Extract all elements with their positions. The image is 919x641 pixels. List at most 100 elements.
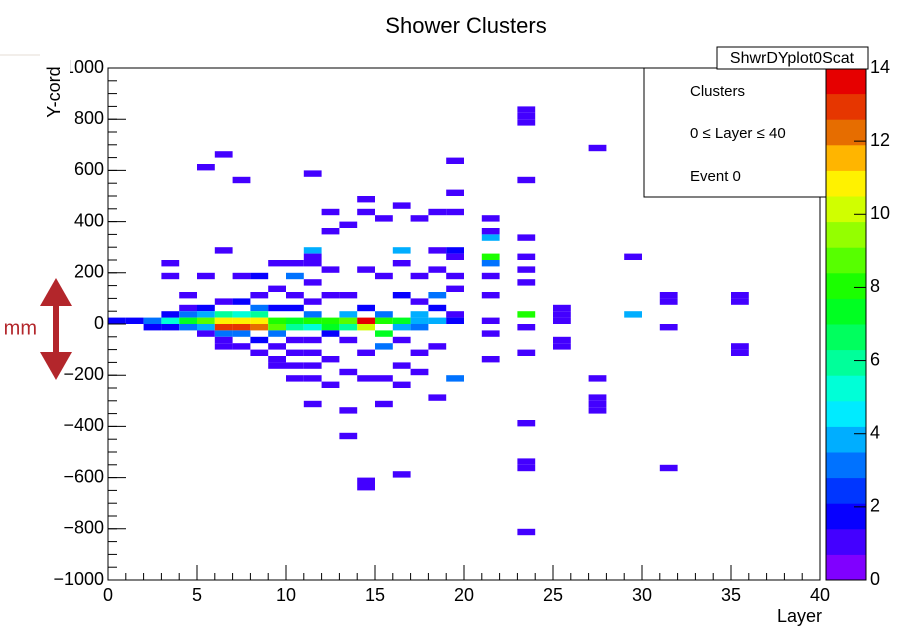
cell	[375, 330, 393, 337]
cell	[339, 292, 358, 299]
cell	[303, 317, 322, 324]
cell	[197, 330, 215, 337]
cell	[214, 324, 233, 331]
z-tick-label: 14	[870, 57, 890, 77]
cell	[624, 253, 642, 260]
cell	[517, 119, 536, 126]
legend-line: 0 ≤ Layer ≤ 40	[690, 125, 786, 142]
cell	[339, 407, 358, 414]
chart-title: Shower Clusters	[385, 13, 546, 38]
cell	[446, 208, 464, 216]
cell	[303, 298, 322, 305]
cell	[214, 330, 233, 337]
cell	[321, 292, 340, 299]
palette-band	[826, 298, 866, 325]
cell	[214, 311, 233, 318]
cell	[286, 304, 304, 312]
cell	[339, 324, 358, 331]
cell	[250, 336, 269, 344]
cell	[624, 311, 642, 318]
annotation: mm	[4, 317, 37, 339]
cell	[303, 375, 322, 382]
palette-band	[826, 554, 866, 581]
y-tick-label: −1000	[53, 569, 104, 589]
cell	[250, 272, 269, 280]
cell	[339, 311, 358, 318]
cell	[321, 208, 340, 216]
cell	[232, 298, 251, 305]
cell	[392, 247, 411, 254]
palette-band	[826, 528, 866, 555]
cell	[517, 458, 536, 465]
x-tick-label: 20	[454, 585, 474, 605]
z-tick-label: 12	[870, 130, 890, 150]
cell	[446, 317, 464, 324]
palette-band	[826, 375, 866, 402]
cell	[428, 394, 447, 401]
cell	[517, 112, 536, 120]
cell	[357, 208, 375, 216]
cell	[286, 349, 304, 356]
palette-band	[826, 93, 866, 120]
cell	[197, 164, 215, 171]
cell	[517, 234, 536, 241]
cell	[446, 285, 464, 292]
y-tick-label: −600	[63, 466, 104, 486]
cell	[588, 407, 607, 414]
cell	[161, 324, 180, 331]
palette-band	[826, 349, 866, 376]
cell	[517, 253, 536, 260]
z-tick-label: 0	[870, 569, 880, 589]
x-axis-label: Layer	[777, 606, 822, 626]
cell	[375, 272, 393, 280]
legend-box	[643, 67, 827, 198]
cell	[553, 304, 571, 312]
cell	[357, 375, 375, 382]
cell	[428, 208, 447, 216]
cell	[375, 343, 393, 350]
cell	[731, 349, 749, 356]
cell	[357, 477, 375, 484]
cell	[446, 311, 464, 318]
axes: 0 5 10 15 20 25 30 35 40 −1000 −800 −600 −400 −200 0 20…	[53, 57, 830, 605]
cell	[481, 253, 500, 260]
cell	[588, 375, 607, 382]
cell	[161, 260, 180, 267]
cell	[179, 324, 197, 331]
palette-band	[826, 144, 866, 171]
cell	[214, 151, 233, 158]
cell	[375, 400, 393, 408]
cell	[659, 298, 678, 305]
cell	[392, 317, 411, 324]
cell	[286, 272, 304, 280]
cell	[446, 157, 464, 164]
cell	[268, 285, 286, 292]
cell	[392, 202, 411, 209]
cell	[268, 356, 286, 363]
cell	[357, 196, 375, 203]
y-tick-label: 1000	[64, 57, 104, 77]
x-tick-label: 15	[365, 585, 385, 605]
cell	[108, 317, 126, 324]
cell	[250, 292, 269, 299]
cell	[357, 324, 375, 331]
cell	[410, 311, 429, 318]
cell	[286, 292, 304, 299]
cell	[375, 311, 393, 318]
cell	[410, 298, 429, 305]
cell	[232, 324, 251, 331]
stats-box	[716, 46, 869, 70]
cell	[232, 343, 251, 350]
cell	[517, 266, 536, 273]
y-tick-label: 400	[74, 210, 104, 230]
z-tick-label: 4	[870, 422, 880, 442]
cell	[321, 266, 340, 273]
cell	[197, 324, 215, 331]
cell	[286, 336, 304, 344]
cell	[321, 317, 340, 324]
cell	[286, 375, 304, 382]
cell	[659, 292, 678, 299]
cell	[553, 311, 571, 318]
cell	[357, 317, 375, 324]
palette-band	[826, 68, 866, 95]
